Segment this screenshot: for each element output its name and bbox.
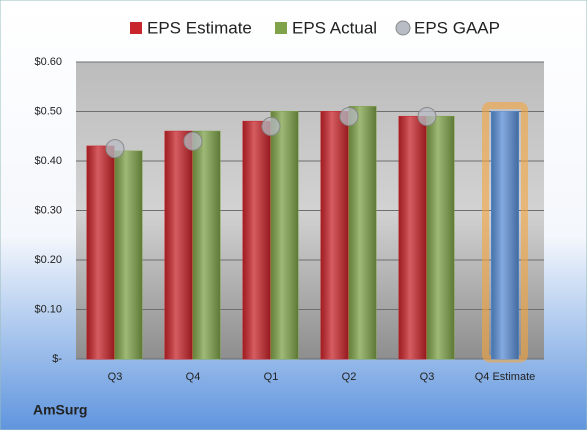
bar-shine	[491, 111, 519, 359]
bar-shine	[427, 116, 454, 359]
gaap-marker	[417, 106, 437, 126]
bar-shine	[349, 106, 376, 359]
x-tick-label: Q2	[342, 371, 357, 383]
gaap-marker	[105, 139, 125, 159]
bar-shine	[115, 151, 142, 359]
x-tick-label: Q3	[420, 371, 435, 383]
bar-shine	[321, 111, 348, 359]
bar-shine	[243, 121, 270, 360]
y-tick-label: $-	[52, 353, 62, 365]
bar-shine	[165, 131, 192, 359]
bar-shine	[87, 146, 114, 359]
x-tick-label: Q3	[108, 371, 123, 383]
y-tick-label: $0.30	[34, 204, 62, 216]
legend-marker	[130, 22, 142, 34]
x-tick-label: Q1	[264, 371, 279, 383]
y-tick-label: $0.60	[34, 56, 62, 68]
gaap-marker	[183, 131, 203, 151]
y-tick-label: $0.50	[34, 105, 62, 117]
x-tick-label: Q4 Estimate	[475, 371, 536, 383]
bar-shine	[399, 116, 426, 359]
bar-shine	[271, 111, 298, 359]
gaap-marker	[339, 106, 359, 126]
legend-marker	[395, 20, 411, 36]
y-tick-label: $0.40	[34, 155, 62, 167]
company-name: AmSurg	[33, 402, 87, 418]
bar-shine	[193, 131, 220, 359]
legend-marker	[275, 22, 287, 34]
gaap-marker	[261, 116, 281, 136]
legend-label: EPS GAAP	[414, 18, 500, 37]
legend-label: EPS Actual	[292, 18, 377, 37]
y-tick-label: $0.20	[34, 254, 62, 266]
y-tick-label: $0.10	[34, 303, 62, 315]
legend-label: EPS Estimate	[147, 18, 252, 37]
x-tick-label: Q4	[186, 371, 201, 383]
